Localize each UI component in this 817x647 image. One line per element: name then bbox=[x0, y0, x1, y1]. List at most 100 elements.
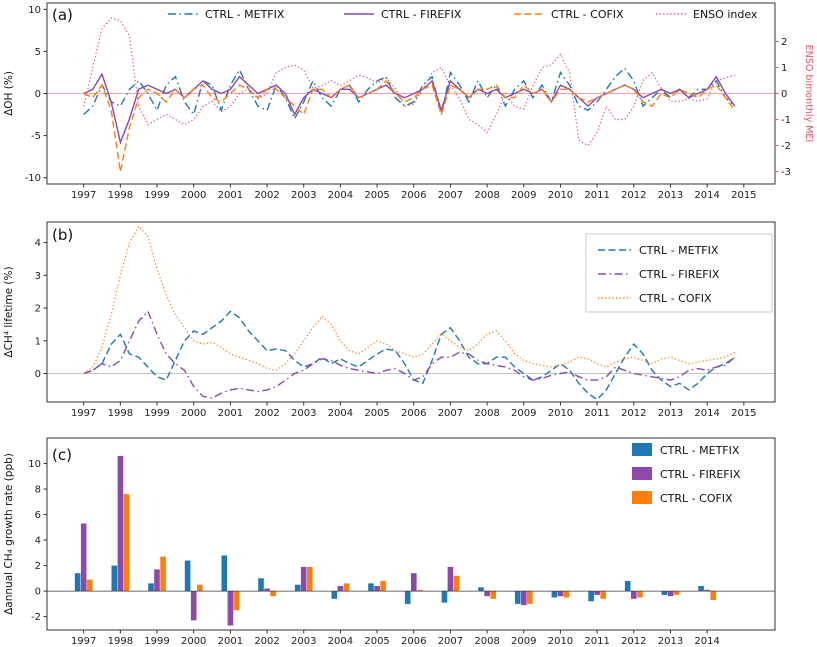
right-y-tick-label: -1 bbox=[781, 115, 791, 126]
x-tick-label: 1998 bbox=[108, 190, 133, 201]
x-tick-label: 2009 bbox=[511, 190, 536, 201]
bar-ctrl-metfix-2010 bbox=[551, 591, 558, 598]
panel-b-plot-area: 1997 1998 1999 2000 2001 2002 2003 2004 2005 2006… bbox=[35, 221, 776, 419]
y-tick-label: 3 bbox=[35, 271, 41, 282]
x-tick-label: 2009 bbox=[511, 636, 536, 647]
y-tick-label: -5 bbox=[31, 131, 41, 142]
bar-ctrl-firefix-2005 bbox=[374, 586, 380, 592]
x-tick-label: 2005 bbox=[364, 408, 389, 419]
right-y-tick-label: 2 bbox=[781, 37, 787, 48]
bar-ctrl-firefix-2003 bbox=[300, 566, 307, 592]
right-y-tick-label: -3 bbox=[781, 167, 791, 178]
x-tick-label: 2014 bbox=[694, 636, 719, 647]
bar-ctrl-firefix-2001 bbox=[227, 591, 234, 626]
y-tick-label: 4 bbox=[35, 536, 41, 547]
y-tick-label: 2 bbox=[35, 304, 41, 315]
bar-ctrl-metfix-2014 bbox=[698, 586, 704, 592]
series-line-ctrl-metfix bbox=[83, 67, 736, 121]
right-y-tick-label: 1 bbox=[781, 63, 787, 74]
series-line-ctrl-cofix bbox=[83, 79, 736, 172]
series-group bbox=[83, 17, 736, 172]
x-tick-label: 2011 bbox=[584, 408, 609, 419]
bar-ctrl-firefix-2009 bbox=[521, 591, 527, 606]
x-tick-label: 2006 bbox=[401, 636, 426, 647]
y-tick-label: 2 bbox=[35, 561, 41, 572]
legend-label-ctrl-firefix: CTRL - FIREFIX bbox=[381, 8, 462, 21]
panel-a-tag: (a) bbox=[52, 6, 73, 24]
y-tick-label: 1 bbox=[35, 336, 41, 347]
bar-ctrl-cofix-2013 bbox=[673, 591, 680, 595]
x-tick-label: 2012 bbox=[621, 636, 646, 647]
x-tick-label: 1999 bbox=[144, 408, 169, 419]
bar-ctrl-metfix-2004 bbox=[331, 591, 338, 599]
x-tick-label: 2001 bbox=[218, 636, 243, 647]
x-tick-label: 2012 bbox=[621, 408, 646, 419]
panel-b-chart: 1997 1998 1999 2000 2001 2002 2003 2004 2005 2006… bbox=[3, 221, 776, 419]
x-tick-label: 2011 bbox=[584, 636, 609, 647]
legend-label-ctrl-cofix: CTRL - COFIX bbox=[551, 8, 624, 21]
y-tick-label: 10 bbox=[28, 459, 41, 470]
bar-ctrl-firefix-2002 bbox=[264, 588, 270, 592]
bar-ctrl-firefix-2013 bbox=[667, 591, 674, 597]
y-tick-label: 10 bbox=[28, 5, 41, 16]
series-group bbox=[83, 225, 736, 401]
bar-ctrl-firefix-2000 bbox=[190, 591, 197, 621]
bar-ctrl-cofix-2009 bbox=[527, 591, 533, 604]
panel-c-tag: (c) bbox=[52, 446, 72, 464]
x-tick-label: 2000 bbox=[181, 190, 206, 201]
bar-ctrl-cofix-2014 bbox=[710, 591, 716, 600]
plot-border bbox=[46, 437, 776, 631]
y-tick-label: 4 bbox=[35, 238, 41, 249]
x-tick-label: 2003 bbox=[291, 190, 316, 201]
legend-label-ctrl-metfix: CTRL - METFIX bbox=[205, 8, 285, 21]
bar-ctrl-firefix-1998 bbox=[117, 455, 124, 592]
series-line-ctrl-firefix bbox=[83, 310, 736, 399]
x-tick-label: 1997 bbox=[71, 190, 96, 201]
bar-ctrl-metfix-2002 bbox=[258, 578, 264, 592]
plot-border bbox=[46, 221, 776, 403]
x-tick-label: 2003 bbox=[291, 408, 316, 419]
panel-c-plot-area: 1997 1998 1999 2000 2001 2002 2003 2004 2005 2006… bbox=[28, 437, 776, 647]
x-axis: 1997 1998 1999 2000 2001 2002 2003 2004 2005 2006… bbox=[71, 402, 757, 419]
bar-ctrl-firefix-2007 bbox=[447, 566, 454, 592]
panel-a-ylabel: ΔOH (%) bbox=[3, 71, 15, 116]
right-y-tick-label: -2 bbox=[781, 141, 791, 152]
bar-ctrl-firefix-2014 bbox=[704, 589, 710, 592]
panel-b-tag: (b) bbox=[52, 226, 73, 244]
x-tick-label: 2008 bbox=[474, 408, 499, 419]
bar-ctrl-firefix-2006 bbox=[411, 573, 417, 592]
x-tick-label: 2006 bbox=[401, 190, 426, 201]
legend: CTRL - METFIX CTRL - FIREFIX CTRL - COFIX bbox=[585, 233, 773, 313]
x-tick-label: 2013 bbox=[658, 190, 683, 201]
bar-ctrl-cofix-2010 bbox=[563, 591, 570, 598]
y-axis: 0 1 2 3 4 bbox=[35, 238, 47, 380]
x-tick-label: 2004 bbox=[328, 636, 353, 647]
x-tick-label: 2002 bbox=[254, 408, 279, 419]
x-tick-label: 2001 bbox=[218, 408, 243, 419]
bar-ctrl-cofix-2002 bbox=[270, 591, 276, 597]
right-y-axis: 2 1 0 -1 -2 -3 bbox=[775, 37, 791, 178]
x-tick-label: 2009 bbox=[511, 408, 536, 419]
bars-group bbox=[74, 455, 716, 626]
x-tick-label: 2014 bbox=[694, 408, 719, 419]
x-tick-label: 2007 bbox=[438, 636, 463, 647]
x-tick-label: 1997 bbox=[71, 636, 96, 647]
panel-a-chart: 1997 1998 1999 2000 2001 2002 2003 2004 2005 2006… bbox=[3, 2, 814, 201]
x-tick-label: 2000 bbox=[181, 408, 206, 419]
bar-ctrl-firefix-1999 bbox=[154, 569, 160, 592]
y-tick-label: 0 bbox=[35, 89, 41, 100]
x-tick-label: 1999 bbox=[144, 636, 169, 647]
legend-label-ctrl-metfix: CTRL - METFIX bbox=[660, 444, 740, 457]
x-tick-label: 1998 bbox=[108, 408, 133, 419]
legend-swatch-ctrl-metfix bbox=[632, 443, 652, 456]
bar-ctrl-cofix-1997 bbox=[86, 579, 93, 592]
x-tick-label: 2002 bbox=[254, 190, 279, 201]
series-line-enso-index bbox=[83, 17, 735, 147]
x-tick-label: 2004 bbox=[328, 190, 353, 201]
bar-ctrl-metfix-2001 bbox=[221, 555, 228, 592]
x-tick-label: 1999 bbox=[144, 190, 169, 201]
bar-ctrl-cofix-1999 bbox=[160, 556, 166, 591]
x-tick-label: 2007 bbox=[438, 408, 463, 419]
legend-label-ctrl-cofix: CTRL - COFIX bbox=[660, 492, 733, 505]
legend-label-enso-index: ENSO index bbox=[693, 8, 758, 21]
